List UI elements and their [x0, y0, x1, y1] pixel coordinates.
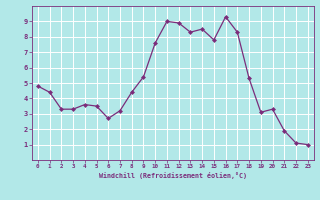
X-axis label: Windchill (Refroidissement éolien,°C): Windchill (Refroidissement éolien,°C) [99, 172, 247, 179]
